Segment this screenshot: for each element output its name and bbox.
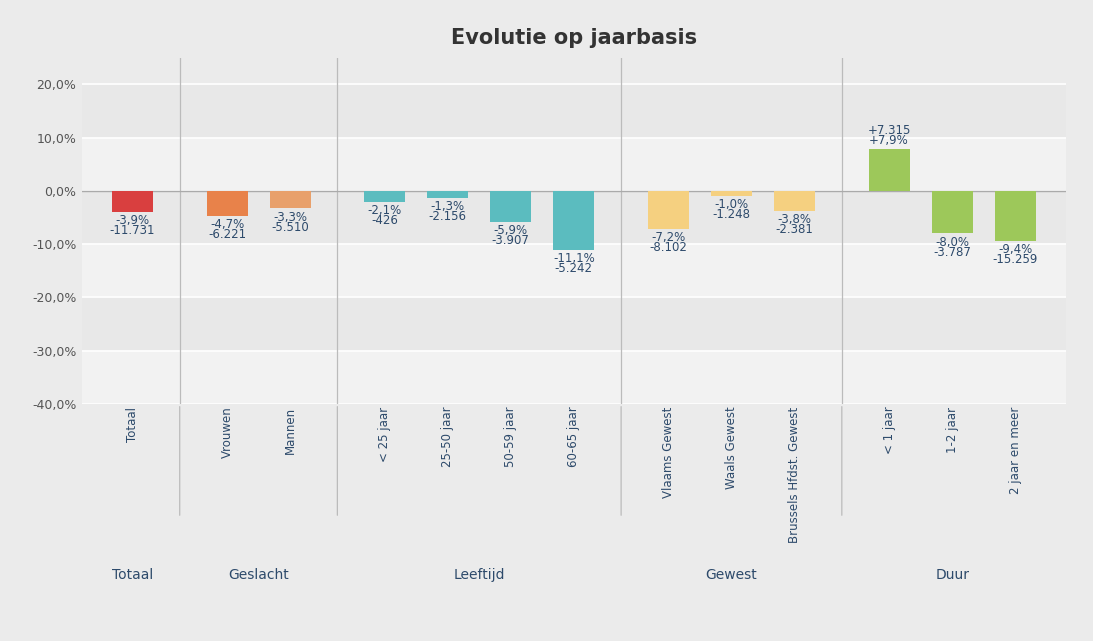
Bar xyxy=(207,191,247,216)
Text: Geslacht: Geslacht xyxy=(228,568,289,582)
Text: -2.156: -2.156 xyxy=(428,210,467,223)
Bar xyxy=(648,191,689,229)
Text: -5.242: -5.242 xyxy=(555,262,592,275)
Text: -15.259: -15.259 xyxy=(992,253,1038,266)
Text: -1.248: -1.248 xyxy=(713,208,751,221)
Bar xyxy=(270,191,310,208)
Text: -3,3%: -3,3% xyxy=(273,210,307,224)
Text: -9,4%: -9,4% xyxy=(998,243,1033,256)
Text: Gewest: Gewest xyxy=(706,568,757,582)
Text: -1,3%: -1,3% xyxy=(431,200,465,213)
Text: +7.315: +7.315 xyxy=(868,124,910,137)
Bar xyxy=(364,191,406,202)
Text: +7,9%: +7,9% xyxy=(869,133,909,147)
Text: -7,2%: -7,2% xyxy=(651,231,685,244)
Text: -6.221: -6.221 xyxy=(208,228,246,241)
Bar xyxy=(774,191,815,211)
Text: -3,9%: -3,9% xyxy=(116,213,150,227)
Bar xyxy=(491,191,531,222)
Text: -2.381: -2.381 xyxy=(776,223,813,237)
Text: -3.907: -3.907 xyxy=(492,235,530,247)
Text: Leeftijd: Leeftijd xyxy=(454,568,505,582)
Title: Evolutie op jaarbasis: Evolutie op jaarbasis xyxy=(450,28,697,48)
Bar xyxy=(82,244,1066,297)
Bar xyxy=(82,351,1066,404)
Bar xyxy=(931,191,973,233)
Text: -2,1%: -2,1% xyxy=(367,204,402,217)
Text: Totaal: Totaal xyxy=(111,568,153,582)
Text: -1,0%: -1,0% xyxy=(715,198,749,212)
Bar xyxy=(995,191,1036,241)
Text: -8,0%: -8,0% xyxy=(936,235,969,249)
Text: -11,1%: -11,1% xyxy=(553,252,595,265)
Bar xyxy=(82,85,1066,138)
Text: -4,7%: -4,7% xyxy=(210,218,244,231)
Text: -5,9%: -5,9% xyxy=(494,224,528,237)
Bar xyxy=(82,191,1066,244)
Text: -11.731: -11.731 xyxy=(109,224,155,237)
Bar xyxy=(82,297,1066,351)
Bar xyxy=(553,191,595,250)
Text: -426: -426 xyxy=(372,214,398,228)
Bar xyxy=(111,191,153,212)
Text: -3.787: -3.787 xyxy=(933,246,971,259)
Text: Duur: Duur xyxy=(936,568,969,582)
Text: -3,8%: -3,8% xyxy=(777,213,811,226)
Text: -5.510: -5.510 xyxy=(271,221,309,233)
Bar xyxy=(869,149,909,191)
Bar xyxy=(427,191,468,197)
Text: -8.102: -8.102 xyxy=(649,242,687,254)
Bar xyxy=(710,191,752,196)
Bar xyxy=(82,138,1066,191)
